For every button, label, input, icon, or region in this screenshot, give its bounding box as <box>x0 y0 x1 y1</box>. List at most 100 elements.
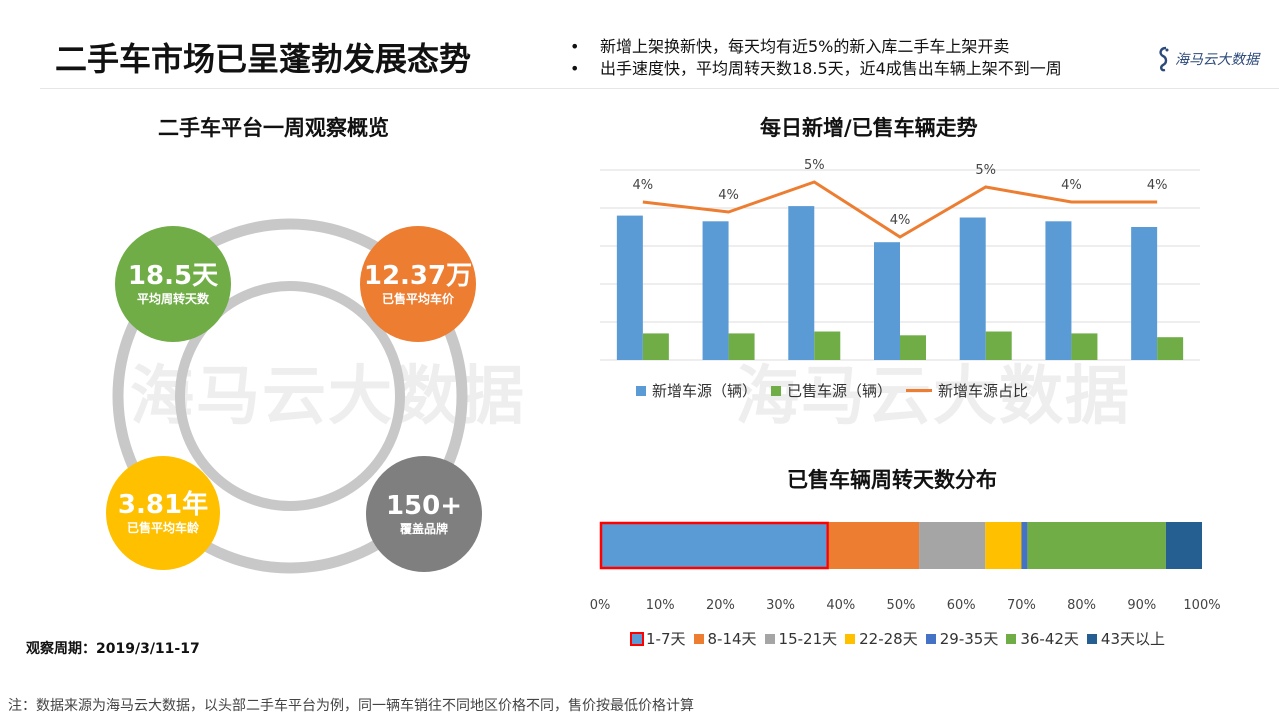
overview-title: 二手车平台一周观察概览 <box>158 116 389 140</box>
x-tick-label: 30% <box>766 598 795 613</box>
bubble-label: 平均周转天数 <box>136 292 209 306</box>
x-tick-label: 20% <box>706 598 735 613</box>
inner-ring <box>175 281 405 511</box>
bullet-row: • 新增上架换新快，每天均有近5%的新入库二手车上架开卖 <box>570 36 1062 58</box>
x-tick-label: 40% <box>826 598 855 613</box>
legend-label: 43天以上 <box>1100 630 1166 648</box>
bar-sold <box>900 335 926 360</box>
bubble-value: 3.81年 <box>117 490 209 520</box>
bubble-value: 150+ <box>385 491 463 521</box>
segment-29-35天 <box>1021 522 1028 569</box>
segment-8-14天 <box>828 522 920 569</box>
segment-22-28天 <box>985 522 1022 569</box>
bullet-symbol: • <box>570 59 580 78</box>
bar-sold <box>728 333 755 360</box>
legend-item-sold: 已售车源（辆） <box>771 380 892 401</box>
ratio-data-label: 4% <box>1147 178 1168 193</box>
legend-swatch <box>1086 633 1097 644</box>
bubble-turnover-days: 18.5天 平均周转天数 <box>115 226 231 342</box>
bar-new <box>1131 227 1158 360</box>
bubble-value: 18.5天 <box>127 261 219 291</box>
x-tick-label: 0% <box>590 598 611 613</box>
legend-label: 已售车源（辆） <box>787 382 893 400</box>
seahorse-icon <box>1159 46 1169 72</box>
ratio-line <box>642 180 1158 239</box>
bubble-avg-age: 3.81年 已售平均车龄 <box>106 456 220 570</box>
legend-label: 8-14天 <box>707 630 757 648</box>
bullet-text: 新增上架换新快，每天均有近5%的新入库二手车上架开卖 <box>600 37 1010 56</box>
bar-sold <box>1157 337 1184 360</box>
outer-ring <box>112 218 468 574</box>
legend-item: 43天以上 <box>1086 628 1166 649</box>
segment-36-42天 <box>1027 522 1166 569</box>
x-tick-label: 50% <box>887 598 916 613</box>
ratio-data-label: 4% <box>633 178 654 193</box>
trend-chart-title: 每日新增/已售车辆走势 <box>760 116 978 140</box>
legend-item-ratio: 新增车源占比 <box>906 380 1028 401</box>
bubble-label: 已售平均车价 <box>381 292 454 306</box>
bubble-label: 覆盖品牌 <box>399 522 448 536</box>
legend-label: 新增车源（辆） <box>652 382 758 400</box>
legend-label: 1-7天 <box>646 630 686 648</box>
legend-item: 15-21天 <box>764 628 838 649</box>
x-tick-label: 70% <box>1007 598 1036 613</box>
bar-new <box>1045 221 1072 360</box>
ratio-data-label: 4% <box>718 188 739 203</box>
x-tick-label: 10% <box>646 598 675 613</box>
summary-bullets: • 新增上架换新快，每天均有近5%的新入库二手车上架开卖 • 出手速度快，平均周… <box>570 36 1062 80</box>
bar-new <box>702 221 729 360</box>
legend-swatch <box>764 633 775 644</box>
x-tick-label: 60% <box>947 598 976 613</box>
bubble-value: 12.37万 <box>363 261 473 291</box>
legend-label: 36-42天 <box>1020 630 1079 648</box>
legend-label: 29-35天 <box>939 630 999 648</box>
brand-name: 海马云大数据 <box>1175 52 1259 68</box>
segment-15-21天 <box>919 522 986 569</box>
ratio-data-label: 4% <box>890 213 911 228</box>
legend-label: 新增车源占比 <box>938 382 1029 400</box>
bullet-text: 出手速度快，平均周转天数18.5天，近4成售出车辆上架不到一周 <box>600 59 1062 78</box>
bullet-row: • 出手速度快，平均周转天数18.5天，近4成售出车辆上架不到一周 <box>570 58 1062 80</box>
brand-logo: 海马云大数据 <box>1157 46 1259 72</box>
x-tick-label: 90% <box>1127 598 1156 613</box>
daily-trend-chart: 4% 4% 5% 4% 5% 4% 4% <box>600 158 1200 361</box>
bar-sold <box>814 331 841 360</box>
legend-item: 8-14天 <box>693 628 757 649</box>
legend-item-new: 新增车源（辆） <box>636 380 757 401</box>
bar-new <box>874 242 900 360</box>
segment-43天以上 <box>1165 522 1202 569</box>
watermark-right: 海马云大数据 <box>735 360 1131 434</box>
trend-legend: 新增车源（辆） 已售车源（辆） 新增车源占比 <box>636 380 1042 401</box>
legend-label: 22-28天 <box>859 630 918 648</box>
bar-new <box>616 215 643 360</box>
legend-item: 22-28天 <box>845 628 918 649</box>
overview-rings <box>112 218 468 574</box>
legend-item: 1-7天 <box>630 628 686 649</box>
legend-swatch <box>693 633 704 644</box>
bubble-avg-price: 12.37万 已售平均车价 <box>360 226 476 342</box>
legend-swatch <box>630 631 644 646</box>
distribution-chart-title: 已售车辆周转天数分布 <box>787 468 997 492</box>
page-title: 二手车市场已呈蓬勃发展态势 <box>55 40 472 78</box>
ratio-data-label: 5% <box>804 158 825 173</box>
bar-new <box>959 217 986 360</box>
header-divider <box>40 88 1279 89</box>
bullet-symbol: • <box>570 37 580 56</box>
distribution-legend: 1-7天 8-14天 15-21天 22-28天 29-35天 36-42天 43天以上 <box>630 628 1173 649</box>
turnover-distribution-chart: 0% 10% 20% 30% 40% 50% 60% 70% 80% 90% 100% <box>590 521 1221 613</box>
legend-swatch <box>771 385 782 396</box>
legend-line <box>906 389 933 392</box>
legend-swatch <box>1006 633 1017 644</box>
observation-period: 观察周期：2019/3/11-17 <box>26 641 200 657</box>
bar-sold <box>1071 333 1098 360</box>
legend-label: 15-21天 <box>778 630 838 648</box>
bar-new <box>788 206 815 360</box>
legend-item: 29-35天 <box>925 628 999 649</box>
segment-highlight <box>599 521 830 570</box>
bar-sold <box>985 331 1012 360</box>
footnote: 注：数据来源为海马云大数据，以头部二手车平台为例，同一辆车销往不同地区价格不同，… <box>8 698 694 714</box>
ratio-data-label: 4% <box>1061 178 1082 193</box>
bar-sold <box>642 333 669 360</box>
legend-swatch <box>636 385 646 396</box>
ratio-data-label: 5% <box>975 163 996 178</box>
